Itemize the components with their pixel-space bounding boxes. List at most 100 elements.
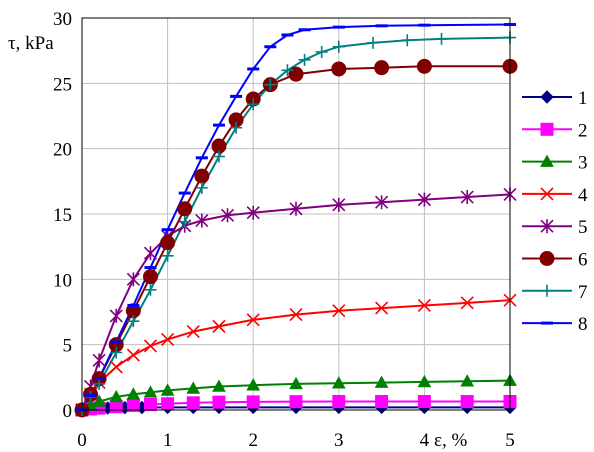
series-point [247, 67, 260, 71]
x-tick-label: 4 [420, 430, 430, 451]
series-point [126, 387, 141, 400]
series-point [264, 78, 277, 91]
series-point [109, 360, 123, 374]
series-point [246, 395, 260, 409]
series-point [142, 269, 158, 285]
series-point [374, 375, 389, 388]
legend-label: 2 [578, 120, 588, 141]
series-point [160, 235, 176, 251]
series-point [212, 123, 225, 127]
series-point [195, 181, 208, 194]
series-point [460, 374, 475, 387]
series-point [460, 190, 474, 205]
series-point [143, 246, 158, 261]
series-point [220, 208, 235, 223]
series-point [195, 213, 209, 228]
legend-label: 1 [578, 88, 588, 109]
series-point [417, 192, 431, 207]
legend-label: 8 [578, 314, 588, 335]
series-point [144, 283, 157, 296]
series-point [178, 191, 191, 195]
series-point [298, 28, 311, 32]
series-point [460, 296, 474, 310]
x-tick-label: 0 [77, 430, 87, 451]
series-point [161, 397, 175, 411]
series-point [540, 122, 554, 136]
series-point [417, 298, 431, 313]
series-point [331, 376, 346, 389]
series-point [401, 34, 414, 47]
series-point [230, 94, 243, 98]
series-point [417, 374, 432, 388]
tick-labels: 0 1 2 3 4 5 0 5 10 15 20 25 30 [53, 9, 515, 451]
series-point [332, 25, 345, 29]
plot-area-frame [81, 17, 511, 411]
series-point [375, 24, 388, 28]
series-point [126, 348, 140, 362]
series-point [246, 313, 260, 327]
series-point [264, 45, 277, 49]
series-point [460, 395, 474, 409]
series-point [418, 23, 431, 27]
series-point [331, 61, 347, 77]
legend-label: 4 [578, 185, 588, 206]
series-point [84, 394, 97, 398]
series-point [177, 201, 193, 217]
series-point [246, 205, 260, 220]
series-point [246, 378, 261, 391]
series-point [160, 383, 175, 396]
series-point [195, 156, 208, 160]
series-point [127, 315, 140, 328]
series-point [212, 395, 226, 409]
y-tick-label: 10 [53, 270, 72, 291]
series-point [127, 303, 140, 307]
series-point [92, 394, 106, 407]
series-point [110, 340, 123, 344]
series-point [161, 332, 175, 347]
series-point [375, 301, 389, 315]
x-tick-label: 5 [505, 430, 515, 451]
x-axis-label: ε, % [434, 430, 467, 451]
series-point [416, 58, 432, 74]
series-markers [74, 23, 518, 418]
series-point [230, 121, 243, 134]
series-line-4 [81, 299, 511, 411]
series-point [109, 389, 124, 403]
legend: 1 2 3 4 5 6 7 8 [522, 88, 588, 335]
y-tick-label: 25 [53, 74, 72, 95]
series-point [541, 321, 553, 325]
series-point [540, 154, 554, 167]
series-point [541, 284, 553, 297]
series-point [212, 379, 226, 392]
series-point [186, 325, 200, 339]
series-point [289, 395, 303, 409]
series-point [281, 33, 294, 37]
series-point [144, 266, 157, 270]
legend-label: 7 [578, 282, 588, 303]
legend-label: 6 [578, 250, 588, 271]
series-point [367, 36, 380, 49]
series-point [375, 195, 389, 210]
x-tick-label: 3 [334, 430, 344, 451]
y-axis-label: τ, kPa [8, 33, 54, 54]
y-tick-label: 15 [53, 205, 72, 226]
legend-label: 5 [578, 217, 588, 238]
series-point [417, 395, 431, 409]
series-point [143, 385, 158, 398]
series-point [289, 376, 303, 390]
series-point [539, 251, 555, 266]
series-point [332, 304, 346, 318]
series-point [186, 396, 200, 410]
series-point [540, 219, 554, 234]
legend-label: 3 [578, 153, 588, 174]
series-point [435, 32, 448, 45]
series-point [332, 395, 346, 409]
x-tick-label: 1 [163, 430, 173, 451]
series-point [298, 53, 311, 66]
series-point [332, 40, 345, 53]
series-point [212, 150, 225, 163]
series-point [289, 201, 303, 216]
series-point [332, 197, 346, 212]
series-point [110, 346, 123, 359]
